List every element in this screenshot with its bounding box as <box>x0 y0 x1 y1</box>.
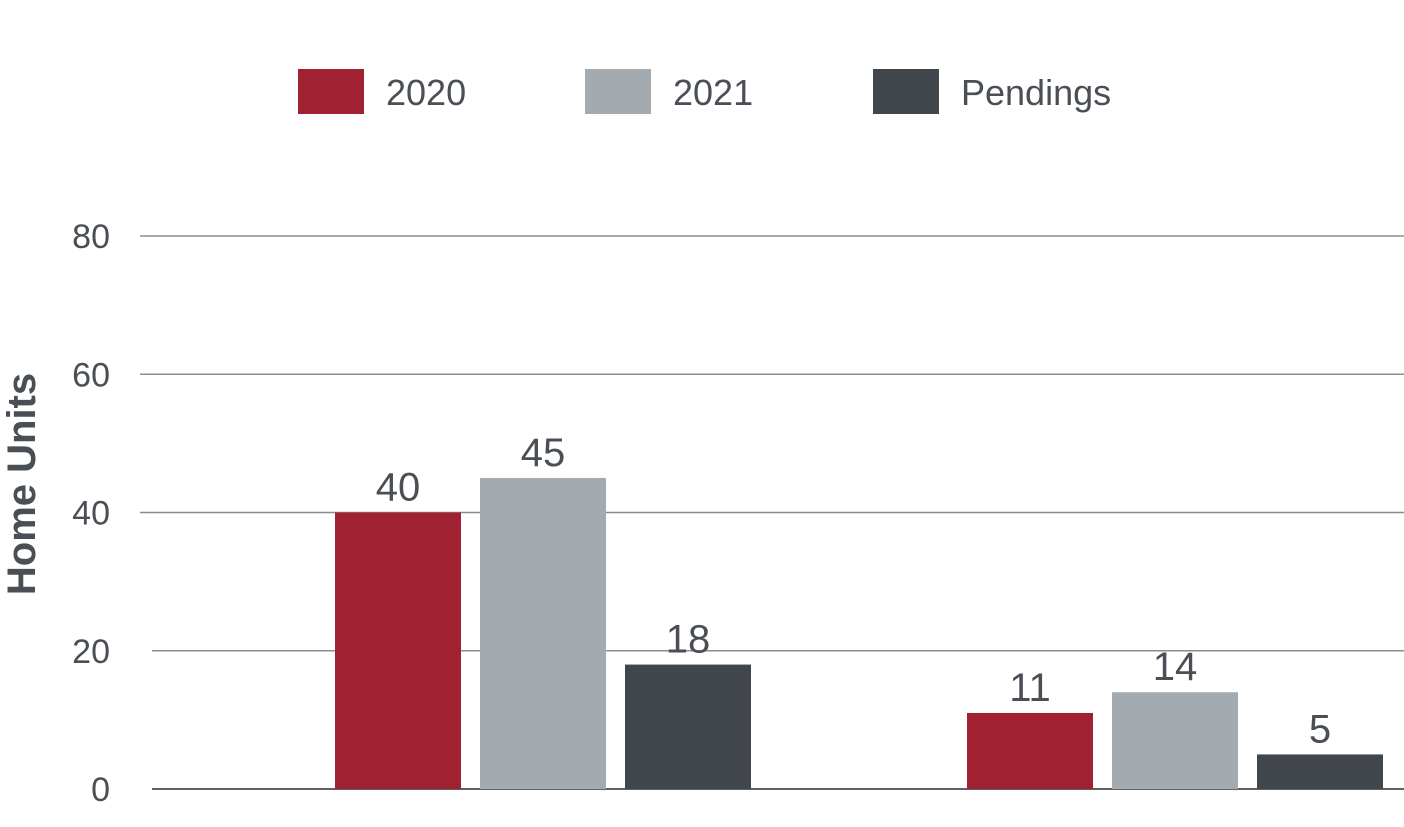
y-tick-label: 60 <box>72 356 110 394</box>
bar-2020 <box>335 512 461 789</box>
bars <box>335 477 1383 789</box>
data-label: 45 <box>521 431 566 475</box>
bar-pendings <box>1257 754 1383 789</box>
data-label: 40 <box>376 466 421 510</box>
data-label: 18 <box>666 618 711 662</box>
bar-2021 <box>1112 692 1238 789</box>
legend-label: 2020 <box>386 72 466 113</box>
y-axis-title: Home Units <box>0 373 44 595</box>
legend-swatch <box>873 69 939 114</box>
y-axis-ticks: 0 20 40 60 80 <box>72 218 110 809</box>
y-tick-label: 20 <box>72 633 110 671</box>
y-tick-label: 40 <box>72 495 110 533</box>
legend-label: Pendings <box>961 72 1111 113</box>
legend-label: 2021 <box>673 72 753 113</box>
y-tick-label: 80 <box>72 218 110 256</box>
bar-2021 <box>480 477 606 789</box>
data-label: 11 <box>1009 666 1051 710</box>
data-label: 14 <box>1153 645 1198 689</box>
data-labels: 40 11 45 14 18 5 <box>376 431 1331 752</box>
y-tick-label: 0 <box>91 771 110 809</box>
bar-2020 <box>967 712 1093 789</box>
legend-swatch <box>585 69 651 114</box>
data-label: 5 <box>1309 707 1331 751</box>
bar-pendings <box>625 664 751 789</box>
legend-swatch <box>298 69 364 114</box>
legend: 2020 2021 Pendings <box>298 69 1111 114</box>
